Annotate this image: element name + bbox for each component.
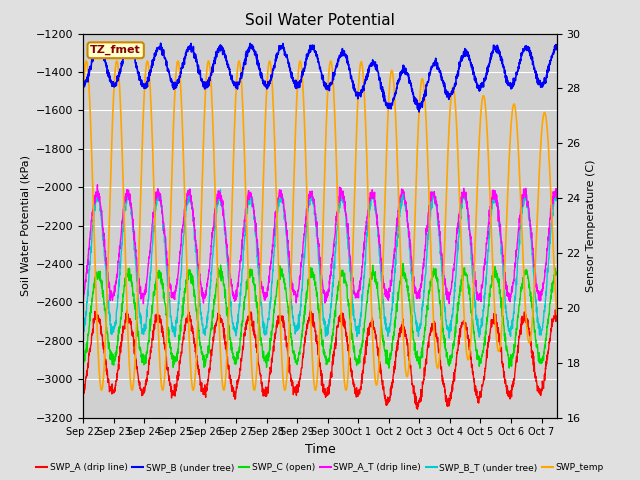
Legend: SWP_A (drip line), SWP_B (under tree), SWP_C (open), SWP_A_T (drip line), SWP_B_: SWP_A (drip line), SWP_B (under tree), S… [33, 459, 607, 476]
SWP_B (under tree) [298, 79, 305, 85]
SWP_B (under tree) [540, 81, 547, 86]
SWP_B (under tree) [157, 40, 164, 46]
SWP_temp [540, 113, 547, 119]
SWP_B_T (under tree) [79, 325, 87, 331]
SWP_temp [79, 90, 87, 96]
SWP_A (drip line) [413, 406, 421, 412]
SWP_A_T (drip line) [93, 182, 101, 188]
SWP_B_T (under tree) [298, 294, 305, 300]
SWP_temp [83, 58, 90, 64]
SWP_A_T (drip line) [310, 200, 318, 205]
Line: SWP_C (open): SWP_C (open) [83, 264, 557, 368]
SWP_A_T (drip line) [79, 296, 87, 301]
SWP_B_T (under tree) [310, 197, 317, 203]
Y-axis label: Sensor Temperature (C): Sensor Temperature (C) [586, 159, 596, 292]
SWP_temp [104, 275, 111, 281]
SWP_A (drip line) [297, 370, 305, 376]
SWP_B (under tree) [104, 71, 111, 76]
SWP_B_T (under tree) [540, 315, 547, 321]
SWP_B_T (under tree) [445, 335, 453, 341]
SWP_A (drip line) [540, 381, 547, 386]
SWP_temp [310, 377, 317, 383]
SWP_A (drip line) [552, 307, 559, 313]
SWP_A (drip line) [540, 383, 547, 389]
SWP_A_T (drip line) [452, 233, 460, 239]
SWP_C (open) [310, 272, 317, 277]
SWP_C (open) [452, 312, 460, 318]
SWP_B (under tree) [452, 75, 460, 81]
Line: SWP_B_T (under tree): SWP_B_T (under tree) [83, 190, 557, 338]
SWP_temp [540, 112, 547, 118]
SWP_B (under tree) [415, 109, 423, 115]
SWP_A (drip line) [553, 311, 561, 317]
Y-axis label: Soil Water Potential (kPa): Soil Water Potential (kPa) [20, 155, 30, 296]
SWP_A_T (drip line) [540, 280, 547, 286]
X-axis label: Time: Time [305, 443, 335, 456]
SWP_C (open) [297, 341, 305, 347]
SWP_A (drip line) [104, 368, 111, 374]
SWP_B (under tree) [79, 79, 87, 85]
SWP_C (open) [416, 365, 424, 371]
SWP_temp [342, 387, 350, 393]
SWP_B_T (under tree) [540, 320, 547, 325]
Line: SWP_A_T (drip line): SWP_A_T (drip line) [83, 185, 557, 304]
SWP_C (open) [79, 352, 87, 358]
Line: SWP_A (drip line): SWP_A (drip line) [83, 310, 557, 409]
SWP_C (open) [540, 357, 547, 363]
SWP_temp [452, 122, 460, 128]
SWP_A_T (drip line) [553, 195, 561, 201]
SWP_C (open) [104, 331, 111, 336]
Title: Soil Water Potential: Soil Water Potential [245, 13, 395, 28]
SWP_temp [553, 312, 561, 317]
SWP_C (open) [540, 353, 547, 359]
SWP_C (open) [399, 261, 407, 266]
SWP_A (drip line) [452, 357, 460, 363]
SWP_A_T (drip line) [140, 301, 147, 307]
SWP_A_T (drip line) [298, 264, 305, 270]
Line: SWP_B (under tree): SWP_B (under tree) [83, 43, 557, 112]
SWP_B_T (under tree) [452, 263, 460, 268]
SWP_C (open) [553, 270, 561, 276]
SWP_A (drip line) [79, 385, 87, 391]
SWP_A_T (drip line) [104, 275, 111, 280]
SWP_A (drip line) [310, 319, 317, 324]
SWP_B_T (under tree) [216, 187, 224, 192]
Text: TZ_fmet: TZ_fmet [90, 45, 141, 55]
SWP_B (under tree) [310, 43, 317, 49]
Line: SWP_temp: SWP_temp [83, 61, 557, 390]
SWP_A_T (drip line) [540, 281, 547, 287]
SWP_B (under tree) [553, 47, 561, 52]
SWP_temp [298, 62, 305, 68]
SWP_B (under tree) [540, 82, 547, 87]
SWP_B_T (under tree) [553, 194, 561, 200]
SWP_B_T (under tree) [104, 294, 111, 300]
